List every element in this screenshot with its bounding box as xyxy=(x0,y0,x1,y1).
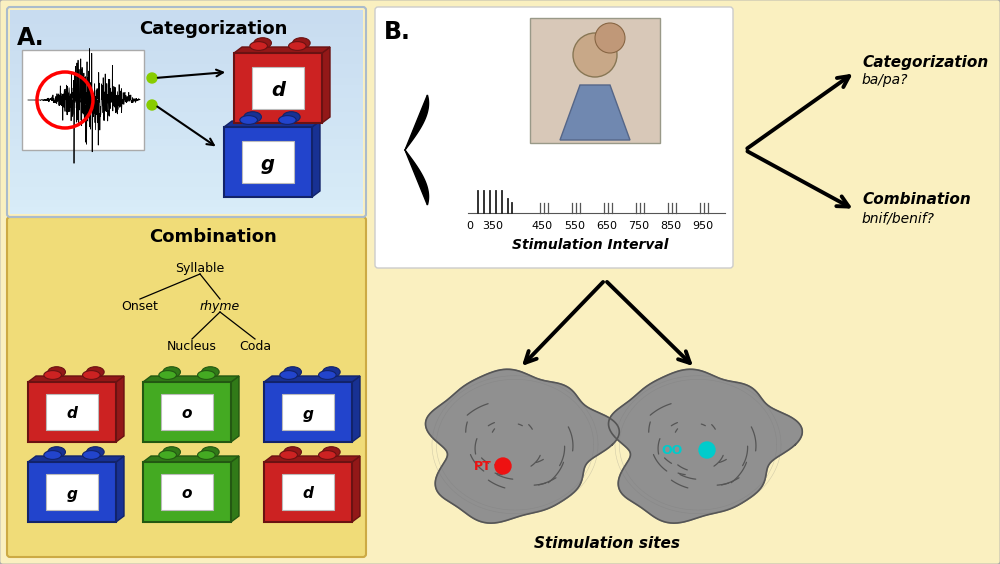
Ellipse shape xyxy=(293,38,310,49)
Text: Nucleus: Nucleus xyxy=(167,340,217,353)
Circle shape xyxy=(699,442,715,458)
Ellipse shape xyxy=(319,371,336,380)
Bar xyxy=(10,193,363,200)
Polygon shape xyxy=(234,47,330,53)
Ellipse shape xyxy=(250,42,267,50)
Bar xyxy=(10,160,363,166)
Polygon shape xyxy=(426,369,619,523)
Polygon shape xyxy=(116,376,124,442)
Ellipse shape xyxy=(48,447,65,457)
Ellipse shape xyxy=(44,451,61,460)
Bar xyxy=(10,58,363,64)
Ellipse shape xyxy=(163,447,180,457)
Bar xyxy=(161,394,213,430)
Bar xyxy=(22,50,144,150)
Ellipse shape xyxy=(83,451,100,460)
Bar xyxy=(10,78,363,85)
Bar xyxy=(10,105,363,112)
Bar xyxy=(264,462,352,522)
Polygon shape xyxy=(116,456,124,522)
Ellipse shape xyxy=(159,451,176,460)
Text: Combination: Combination xyxy=(149,228,277,246)
Bar xyxy=(282,474,334,510)
Ellipse shape xyxy=(280,371,297,380)
Text: g: g xyxy=(303,407,313,421)
Polygon shape xyxy=(143,376,239,382)
Ellipse shape xyxy=(283,112,300,122)
Bar xyxy=(10,98,363,105)
Polygon shape xyxy=(224,121,320,127)
Polygon shape xyxy=(609,369,802,523)
Ellipse shape xyxy=(202,367,219,377)
Text: 350: 350 xyxy=(482,221,504,231)
Bar xyxy=(10,24,363,30)
Text: Combination: Combination xyxy=(862,192,971,208)
Bar xyxy=(10,91,363,99)
Bar xyxy=(143,382,231,442)
Ellipse shape xyxy=(44,371,61,380)
Text: B.: B. xyxy=(384,20,411,44)
Bar xyxy=(28,462,116,522)
FancyBboxPatch shape xyxy=(375,7,733,268)
Bar xyxy=(10,119,363,126)
Bar xyxy=(10,207,363,214)
Bar xyxy=(10,85,363,92)
Text: Categorization: Categorization xyxy=(139,20,287,38)
Polygon shape xyxy=(405,95,429,205)
Text: bnif/benif?: bnif/benif? xyxy=(862,211,935,225)
Ellipse shape xyxy=(163,367,180,377)
Text: Stimulation sites: Stimulation sites xyxy=(534,536,680,551)
Polygon shape xyxy=(143,456,239,462)
Text: Syllable: Syllable xyxy=(175,262,225,275)
Text: Categorization: Categorization xyxy=(862,55,988,69)
Ellipse shape xyxy=(284,447,301,457)
Bar xyxy=(10,133,363,139)
Bar xyxy=(10,37,363,44)
Bar xyxy=(161,474,213,510)
Bar xyxy=(10,30,363,37)
Text: 650: 650 xyxy=(596,221,618,231)
Text: 950: 950 xyxy=(692,221,714,231)
Ellipse shape xyxy=(323,447,340,457)
Circle shape xyxy=(573,33,617,77)
Ellipse shape xyxy=(279,116,296,125)
Bar xyxy=(10,153,363,160)
Polygon shape xyxy=(560,85,630,140)
Bar xyxy=(10,173,363,180)
Polygon shape xyxy=(322,47,330,123)
Text: g: g xyxy=(261,155,275,174)
Bar xyxy=(46,474,98,510)
Bar xyxy=(10,44,363,51)
Ellipse shape xyxy=(83,371,100,380)
Bar xyxy=(10,10,363,17)
Bar xyxy=(10,166,363,173)
Text: d: d xyxy=(67,407,77,421)
Text: 0: 0 xyxy=(466,221,474,231)
Text: 450: 450 xyxy=(531,221,553,231)
Text: OO: OO xyxy=(661,443,683,456)
Bar xyxy=(224,127,312,197)
Ellipse shape xyxy=(198,451,215,460)
Ellipse shape xyxy=(319,451,336,460)
Ellipse shape xyxy=(87,447,104,457)
Bar xyxy=(10,17,363,24)
Bar xyxy=(264,382,352,442)
Text: d: d xyxy=(303,487,313,501)
Ellipse shape xyxy=(48,367,65,377)
Polygon shape xyxy=(264,456,360,462)
Bar xyxy=(46,394,98,430)
Circle shape xyxy=(147,100,157,110)
Ellipse shape xyxy=(240,116,257,125)
Polygon shape xyxy=(28,456,124,462)
Bar xyxy=(242,141,294,183)
Text: g: g xyxy=(67,487,77,501)
Text: Stimulation Interval: Stimulation Interval xyxy=(512,238,668,252)
Polygon shape xyxy=(264,376,360,382)
Ellipse shape xyxy=(198,371,215,380)
Ellipse shape xyxy=(284,367,301,377)
Text: PT: PT xyxy=(474,460,492,473)
Polygon shape xyxy=(352,376,360,442)
Ellipse shape xyxy=(254,38,271,49)
Ellipse shape xyxy=(244,112,261,122)
